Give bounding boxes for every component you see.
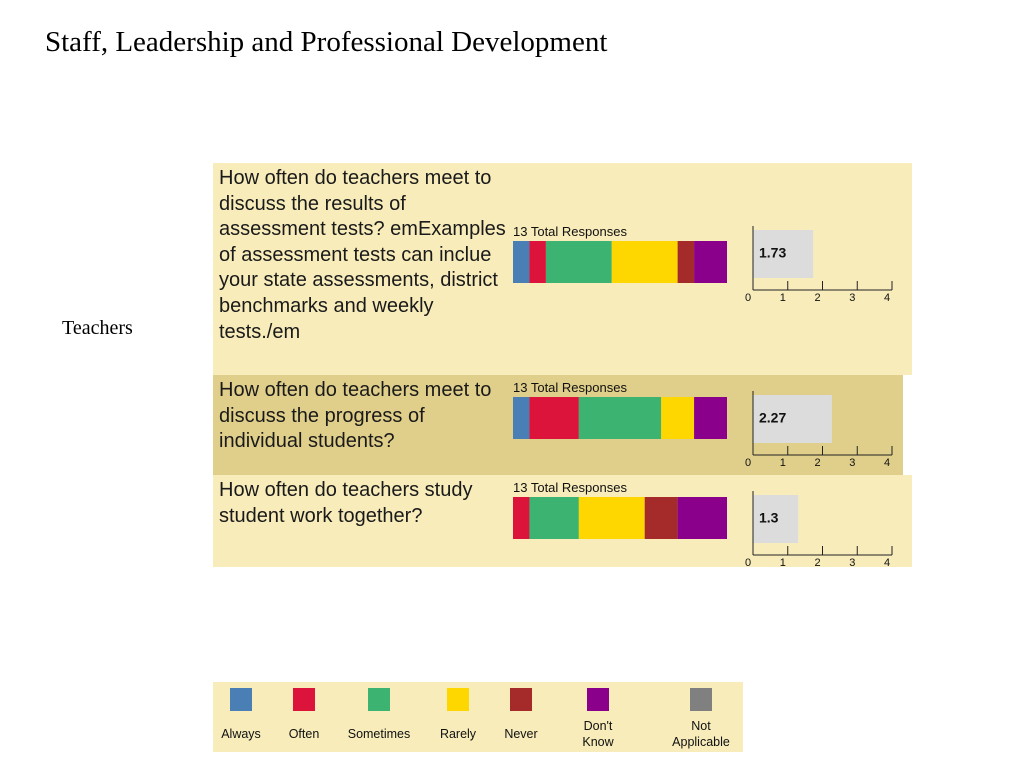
question-row: How often do teachers study student work… <box>213 475 912 567</box>
response-count: 13 Total Responses <box>513 380 627 395</box>
bar-segment <box>677 497 727 539</box>
x-tick-label: 4 <box>884 292 890 304</box>
bar-segment <box>578 397 662 439</box>
mean-bar <box>753 495 799 543</box>
legend-swatch <box>230 688 252 711</box>
legend-swatch <box>293 688 315 711</box>
row-chart: 13 Total Responses 2.27 0 1 2 3 4 <box>513 380 893 469</box>
bar-segment <box>611 241 678 283</box>
group-label: Teachers <box>62 317 133 339</box>
row-chart: 13 Total Responses 1.3 0 1 2 3 4 <box>513 480 893 567</box>
x-tick-label: 4 <box>884 557 890 567</box>
mean-label: 1.73 <box>759 245 786 261</box>
response-count: 13 Total Responses <box>513 480 627 495</box>
x-tick-label: 0 <box>745 457 751 469</box>
x-tick-label: 2 <box>814 292 820 304</box>
mean-bar <box>753 395 832 443</box>
bar-segment <box>513 241 530 283</box>
mean-label: 2.27 <box>759 410 786 426</box>
x-tick-label: 0 <box>745 292 751 304</box>
x-tick-label: 1 <box>780 557 786 567</box>
legend-swatch <box>510 688 532 711</box>
question-row: How often do teachers meet to discuss th… <box>213 375 903 475</box>
legend-label: Don't Know <box>582 719 614 749</box>
legend-label: Sometimes <box>348 727 411 741</box>
x-tick-label: 0 <box>745 557 751 567</box>
x-tick-label: 1 <box>780 292 786 304</box>
bar-segment <box>694 397 727 439</box>
legend-swatch <box>587 688 609 711</box>
legend-label: Rarely <box>440 727 477 741</box>
bar-segment <box>513 397 530 439</box>
legend-label: Never <box>504 727 537 741</box>
slide-title: Staff, Leadership and Professional Devel… <box>45 26 608 58</box>
bar-segment <box>545 241 612 283</box>
bar-segment <box>529 497 579 539</box>
legend-label: Not Applicable <box>672 719 730 749</box>
bar-segment <box>529 241 546 283</box>
question-text: How often do teachers study student work… <box>219 479 473 527</box>
x-tick-label: 1 <box>780 457 786 469</box>
x-tick-label: 4 <box>884 457 890 469</box>
legend-swatch <box>368 688 390 711</box>
bar-segment <box>513 497 530 539</box>
legend-swatch <box>447 688 469 711</box>
bar-segment <box>529 397 579 439</box>
row-chart: 13 Total Responses 1.73 0 1 2 3 4 <box>513 224 893 304</box>
bar-segment <box>644 497 678 539</box>
question-text: How often do teachers meet to discuss th… <box>219 167 506 343</box>
x-tick-label: 2 <box>814 457 820 469</box>
legend-label: Often <box>289 727 320 741</box>
bar-segment <box>578 497 645 539</box>
question-text: How often do teachers meet to discuss th… <box>219 379 492 453</box>
x-tick-label: 3 <box>849 557 855 567</box>
mean-label: 1.3 <box>759 510 779 526</box>
response-count: 13 Total Responses <box>513 224 627 239</box>
x-tick-label: 3 <box>849 457 855 469</box>
x-tick-label: 3 <box>849 292 855 304</box>
legend: Always Often Sometimes Rarely Never Don't Know… <box>213 682 743 752</box>
legend-label: Always <box>221 727 261 741</box>
bar-segment <box>677 241 695 283</box>
x-tick-label: 2 <box>814 557 820 567</box>
legend-swatch <box>690 688 712 711</box>
question-row: How often do teachers meet to discuss th… <box>213 163 912 375</box>
mean-bar <box>753 230 814 278</box>
bar-segment <box>694 241 727 283</box>
bar-segment <box>661 397 695 439</box>
